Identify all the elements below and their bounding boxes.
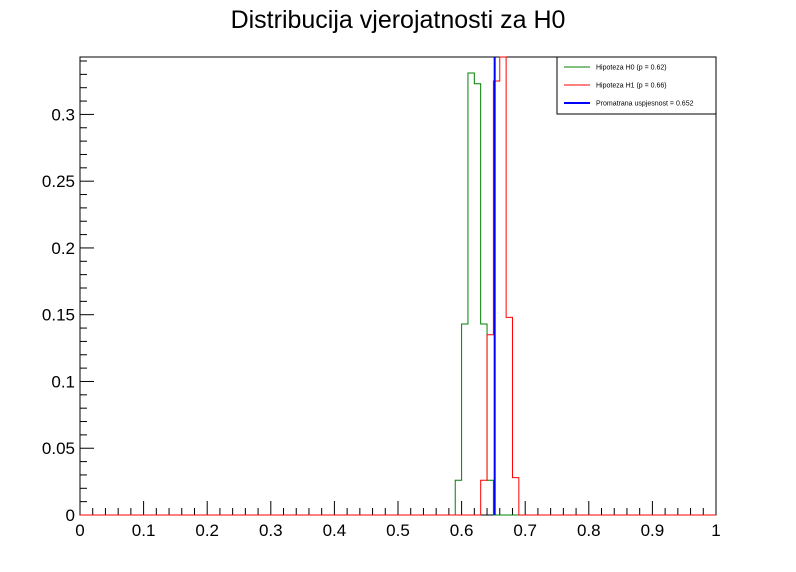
- y-tick-label: 0.1: [51, 372, 75, 391]
- x-tick-label: 0.8: [577, 521, 601, 540]
- x-tick-label: 1: [711, 521, 720, 540]
- x-tick-label: 0.3: [259, 521, 283, 540]
- x-tick-label: 0: [75, 521, 84, 540]
- x-tick-label: 0.7: [513, 521, 537, 540]
- y-tick-label: 0.3: [51, 105, 75, 124]
- x-axis: 0 0.1 0.2 0.3 0.4 0.5 0.6 0.7 0.8 0.9 1: [75, 501, 721, 540]
- y-tick-label: 0.2: [51, 239, 75, 258]
- x-tick-label: 0.6: [450, 521, 474, 540]
- y-tick-label: 0.05: [42, 439, 75, 458]
- legend-entry-label: Hipoteza H0 (p = 0.62): [596, 65, 667, 72]
- plot-area-border: [79, 56, 717, 516]
- legend-entry-label: Hipoteza H1 (p = 0.66): [596, 83, 667, 90]
- y-tick-label: 0: [66, 506, 75, 525]
- x-tick-label: 0.5: [386, 521, 410, 540]
- y-axis: 0 0.05 0.1 0.15 0.2 0.25 0.3: [42, 60, 94, 525]
- x-tick-label: 0.1: [132, 521, 156, 540]
- y-tick-label: 0.15: [42, 306, 75, 325]
- legend: Hipoteza H0 (p = 0.62) Hipoteza H1 (p = 0…: [556, 56, 717, 115]
- plot-series: [80, 56, 716, 516]
- plot-frame: [79, 56, 717, 516]
- series-h1-histogram: [80, 56, 716, 516]
- x-tick-label: 0.9: [641, 521, 665, 540]
- series-h0-histogram: [80, 72, 716, 516]
- legend-entry-label: Promatrana uspjesnost = 0.652: [596, 101, 694, 108]
- y-tick-label: 0.25: [42, 172, 75, 191]
- x-tick-label: 0.2: [195, 521, 219, 540]
- chart-title: Distribucija vjerojatnosti za H0: [230, 6, 566, 34]
- x-tick-label: 0.4: [323, 521, 347, 540]
